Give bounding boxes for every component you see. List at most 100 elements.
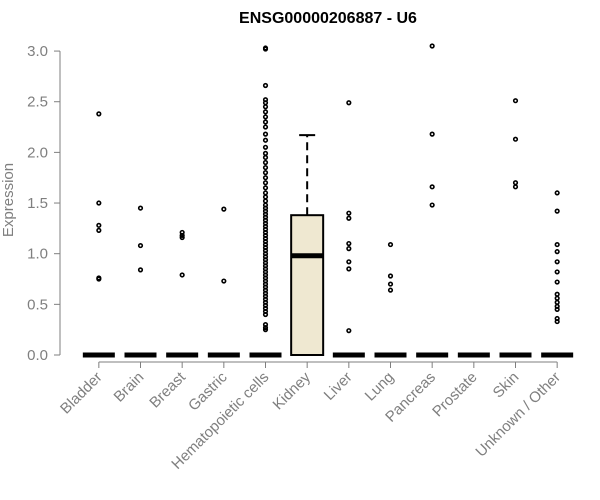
- y-axis-title: Expression: [0, 163, 17, 237]
- outlier-point: [179, 232, 185, 239]
- y-tick-label: 2.0: [27, 144, 48, 161]
- y-tick-label: 0.5: [27, 296, 48, 313]
- outlier-point: [262, 175, 269, 181]
- outlier-point: [262, 150, 269, 156]
- outlier-point: [554, 208, 560, 214]
- outlier-point: [554, 291, 560, 297]
- y-tick-label: 1.5: [27, 195, 48, 212]
- box-group: [374, 241, 407, 358]
- y-axis: 0.0 0.5 1.0 1.5 2.0 2.5 3.0: [27, 43, 61, 364]
- outlier-point: [387, 281, 394, 287]
- y-tick-label: 1.0: [27, 246, 48, 263]
- outlier-point: [346, 210, 352, 216]
- outlier-point: [346, 266, 352, 272]
- outlier-point: [262, 131, 269, 137]
- outlier-point: [387, 273, 394, 279]
- box-group: [499, 98, 532, 358]
- x-tick-label: Prostate: [429, 369, 481, 421]
- outlier-point: [387, 287, 394, 293]
- outlier-point: [96, 276, 102, 282]
- outlier-point: [262, 325, 269, 331]
- x-tick-label: Brain: [111, 369, 148, 406]
- outlier-point: [262, 159, 269, 166]
- outlier-point: [262, 154, 269, 161]
- outlier-point: [554, 318, 560, 325]
- outlier-point: [262, 46, 269, 52]
- outlier-point: [262, 82, 269, 89]
- outlier-point: [554, 269, 560, 275]
- outlier-point: [554, 241, 560, 248]
- box: [290, 214, 325, 356]
- outlier-point: [221, 206, 227, 212]
- outlier-point: [554, 249, 560, 255]
- outlier-point: [346, 100, 352, 106]
- outlier-point: [346, 240, 352, 247]
- outlier-point: [429, 131, 435, 137]
- outlier-point: [429, 184, 435, 190]
- outlier-point: [512, 136, 519, 142]
- outlier-point: [262, 137, 269, 143]
- box-group: [416, 43, 449, 358]
- x-tick-label: Kidney: [270, 368, 315, 413]
- outlier-point: [262, 311, 269, 318]
- y-tick-label: 3.0: [27, 43, 48, 60]
- x-tick-label: Lung: [362, 369, 398, 405]
- y-tick-label: 0.0: [27, 347, 48, 364]
- x-tick-label: Skin: [490, 369, 523, 402]
- outlier-point: [554, 299, 560, 305]
- outlier-point: [262, 170, 269, 176]
- outlier-point: [554, 190, 560, 196]
- outlier-point: [137, 267, 144, 273]
- outlier-point: [262, 144, 269, 150]
- outlier-point: [554, 259, 560, 265]
- chart-title: ENSG00000206887 - U6: [239, 10, 417, 27]
- outlier-point: [429, 43, 435, 49]
- outlier-point: [262, 124, 269, 130]
- outlier-point: [137, 242, 144, 249]
- box-group: [332, 100, 365, 358]
- outlier-point: [429, 202, 435, 208]
- outlier-point: [262, 109, 269, 115]
- outlier-point: [346, 259, 352, 265]
- outlier-point: [262, 194, 269, 200]
- outlier-point: [137, 205, 144, 211]
- outlier-point: [221, 278, 227, 284]
- outlier-point: [262, 164, 269, 171]
- outlier-point: [346, 246, 352, 252]
- box-group: [166, 229, 199, 358]
- box-group: [82, 111, 115, 358]
- outlier-point: [179, 234, 185, 241]
- y-tick-label: 2.5: [27, 94, 48, 111]
- x-tick-label: Bladder: [57, 369, 106, 418]
- outlier-point: [96, 222, 102, 228]
- outlier-point: [262, 185, 269, 191]
- outlier-point: [512, 184, 519, 190]
- outlier-point: [262, 327, 269, 333]
- outlier-point: [346, 215, 352, 221]
- box-group: [249, 45, 282, 358]
- outlier-point: [262, 180, 269, 186]
- outlier-point: [179, 272, 185, 278]
- x-tick-label: Liver: [321, 369, 356, 404]
- outlier-point: [96, 111, 102, 117]
- outlier-point: [262, 119, 269, 125]
- outlier-point: [262, 104, 269, 110]
- plot-area: [82, 43, 574, 358]
- box-group: [207, 206, 240, 358]
- outlier-point: [554, 279, 560, 285]
- outlier-point: [387, 241, 394, 248]
- outlier-point: [512, 98, 519, 104]
- x-tick-label: Breast: [146, 368, 189, 411]
- outlier-point: [96, 227, 102, 233]
- outlier-point: [262, 100, 269, 106]
- outlier-point: [96, 200, 102, 206]
- box-group: [290, 134, 325, 356]
- box-group: [124, 205, 157, 358]
- box-group: [541, 190, 574, 358]
- outlier-point: [262, 190, 269, 196]
- outlier-point: [262, 114, 269, 120]
- outlier-point: [512, 180, 519, 186]
- outlier-point: [554, 306, 560, 313]
